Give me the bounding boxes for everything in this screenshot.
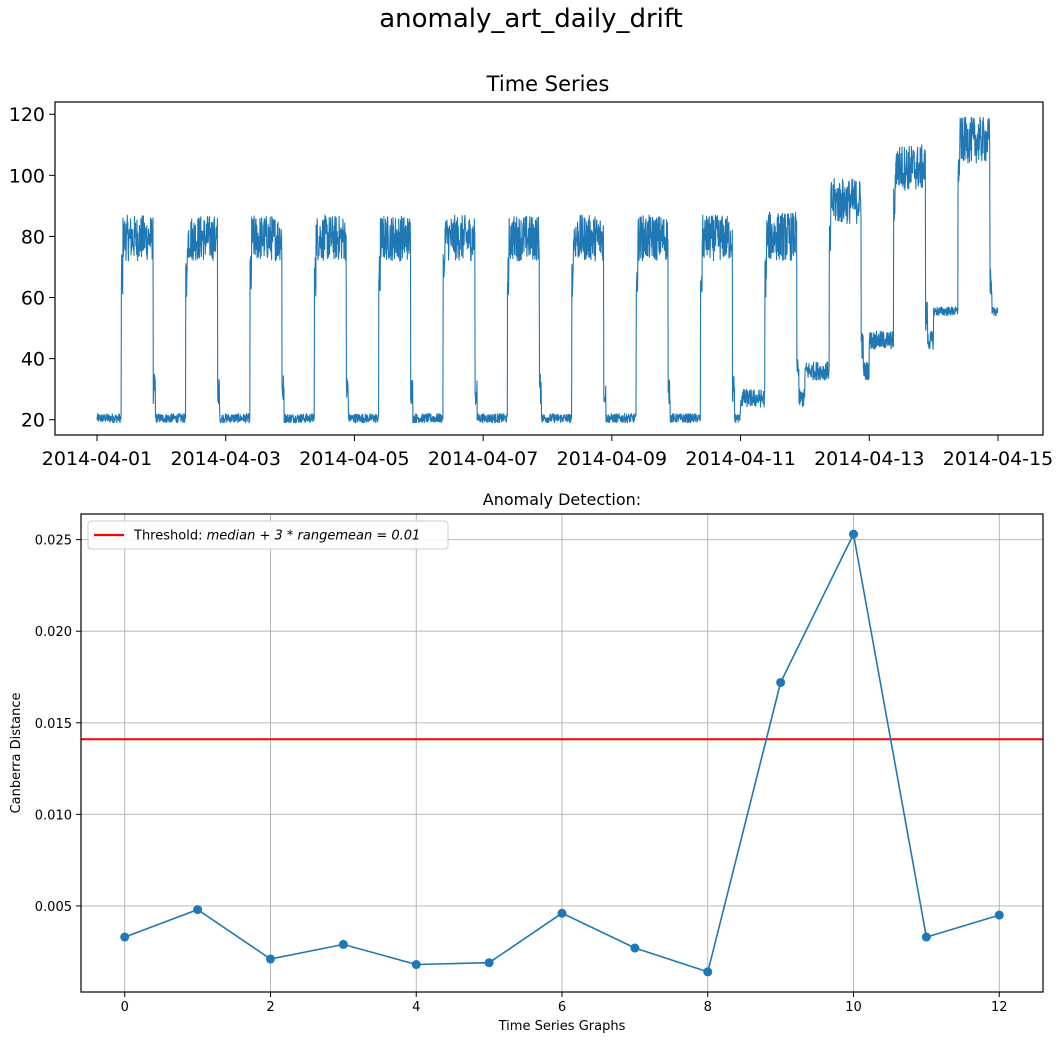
legend-label: Threshold: median + 3 * rangemean = 0.01 [133,529,420,544]
canberra-point [776,677,786,687]
canberra-point [193,905,203,915]
anomaly-x-tick-label: 4 [412,1000,420,1015]
canberra-point [411,960,421,970]
time-series-plot-area [96,116,999,424]
canberra-point [557,908,567,918]
anomaly-x-axis: 0 2 4 6 8 10 12 [121,992,1008,1015]
anomaly-grid [81,514,1043,992]
time-series-title: Time Series [486,72,610,96]
canberra-point [994,910,1004,920]
anomaly-x-tick-label: 2 [266,1000,274,1015]
canberra-point [921,932,931,942]
anomaly-y-axis: 0.005 0.010 0.015 0.020 0.025 [35,534,81,915]
anomaly-frame [80,513,1044,993]
anomaly-x-tick-label: 0 [121,1000,129,1015]
time-series-y-tick-label: 60 [21,288,45,310]
time-series-x-tick-label: 2014-04-13 [814,448,924,470]
time-series-y-tick-label: 20 [21,410,45,432]
time-series-x-axis: 2014-04-01 2014-04-03 2014-04-05 2014-04-07… [42,435,1053,470]
time-series-x-tick-label: 2014-04-11 [685,448,795,470]
time-series-y-tick-label: 120 [9,104,45,126]
time-series-x-tick-label: 2014-04-05 [299,448,409,470]
canberra-point [703,967,713,977]
canberra-point [120,932,130,942]
time-series-y-axis: 20 40 60 80 100 120 [9,104,55,432]
canberra-point [630,943,640,953]
anomaly-x-tick-label: 6 [558,1000,566,1015]
time-series-x-tick-label: 2014-04-09 [557,448,667,470]
anomaly-x-tick-label: 8 [704,1000,712,1015]
time-series-x-tick-label: 2014-04-07 [428,448,538,470]
time-series-chart: Time Series 2014-04-01 2014-04-03 2014-04-… [9,72,1053,470]
anomaly-y-tick-label: 0.015 [35,717,72,732]
legend-label-math: median + 3 * rangemean = 0.01 [207,529,421,544]
canberra-point [338,939,348,949]
anomaly-y-tick-label: 0.010 [35,808,72,823]
time-series-x-tick-label: 2014-04-03 [171,448,281,470]
legend-label-prefix: Threshold: [133,529,207,544]
time-series-x-tick-label: 2014-04-01 [42,448,152,470]
canberra-point [484,958,494,968]
time-series-y-tick-label: 80 [21,226,45,248]
anomaly-x-tick-label: 10 [845,1000,862,1015]
anomaly-y-tick-label: 0.020 [35,625,72,640]
anomaly-y-tick-label: 0.025 [35,534,72,549]
legend-box [87,520,449,550]
figure-title: anomaly_art_daily_drift [379,4,683,34]
anomaly-x-tick-label: 12 [991,1000,1008,1015]
time-series-frame [54,101,1044,436]
anomaly-detection-chart: Anomaly Detection: 0 2 4 6 8 10 12 0.0050.0100… [9,490,1044,1034]
anomaly-x-label: Time Series Graphs [498,1019,626,1034]
time-series-y-tick-label: 40 [21,349,45,371]
time-series-y-tick-label: 100 [9,165,45,187]
anomaly-y-label: Canberra Distance [9,693,24,814]
time-series-x-tick-label: 2014-04-15 [943,448,1053,470]
anomaly-detection-title: Anomaly Detection: [483,490,641,509]
canberra-point [849,529,859,539]
time-series-line [96,116,999,424]
anomaly-y-tick-label: 0.005 [35,900,72,915]
anomaly-legend: Threshold: median + 3 * rangemean = 0.01 [87,520,449,550]
canberra-series [120,529,1004,977]
canberra-point [265,954,275,964]
